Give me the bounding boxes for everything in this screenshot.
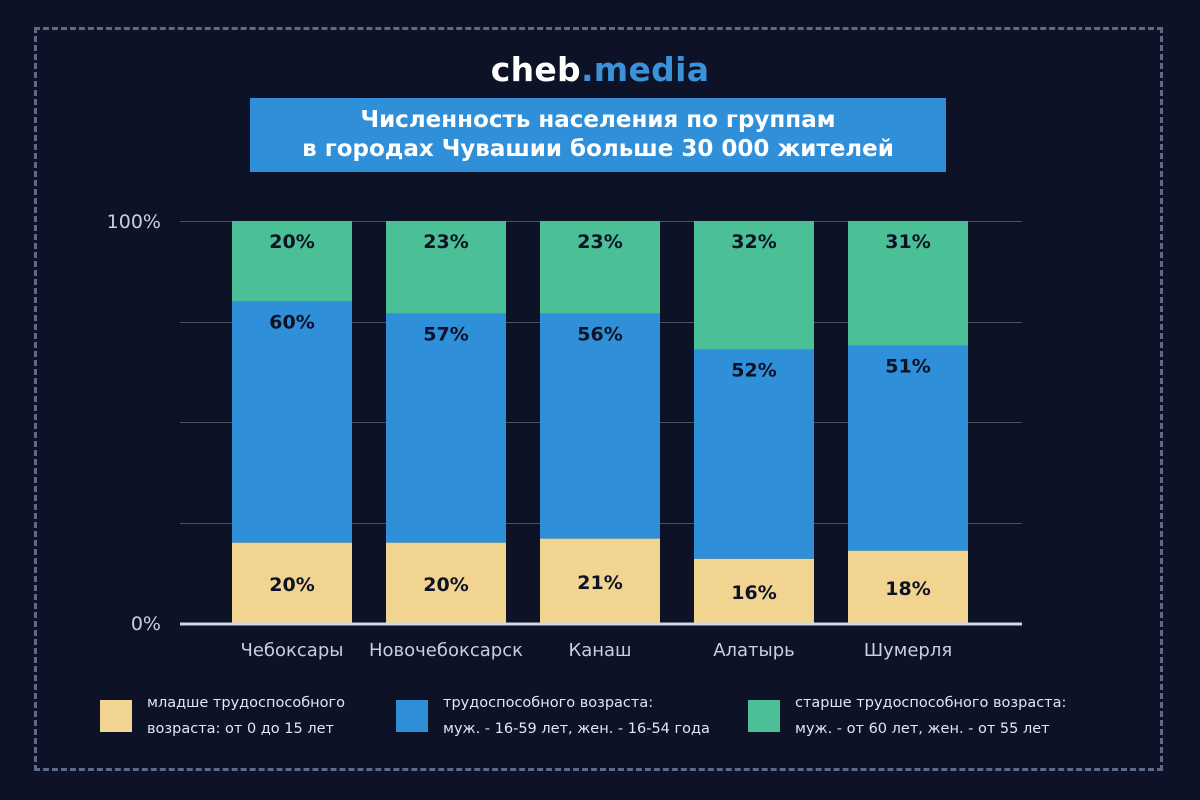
legend-text-working: трудоспособного возраста: муж. - 16-59 л… <box>443 690 763 742</box>
bar-segment <box>694 221 814 350</box>
y-tick-label: 0% <box>131 613 161 635</box>
logo-main: cheb <box>490 50 581 89</box>
data-label: 23% <box>577 231 622 253</box>
x-tick-label: Канаш <box>568 640 631 661</box>
x-tick-label: Чебоксары <box>241 640 344 661</box>
legend-swatch-elder <box>748 700 780 732</box>
data-label: 20% <box>269 231 314 253</box>
bar-segment <box>386 542 506 623</box>
data-label: 20% <box>423 574 468 596</box>
bar-segment <box>540 221 660 314</box>
legend-text-elder: старше трудоспособного возраста: муж. - … <box>795 690 1115 742</box>
data-label: 52% <box>731 360 776 382</box>
legend-young-line2: возраста: от 0 до 15 лет <box>147 721 334 737</box>
legend-swatch-young <box>100 700 132 732</box>
bar-segment <box>848 550 968 623</box>
data-label: 56% <box>577 323 622 345</box>
legend-working-line2: муж. - 16-59 лет, жен. - 16-54 года <box>443 721 710 737</box>
data-label: 21% <box>577 572 622 594</box>
dashed-frame <box>34 27 1163 771</box>
legend-text-young: младше трудоспособного возраста: от 0 до… <box>147 690 467 742</box>
legend-elder-line1: старше трудоспособного возраста: <box>795 695 1067 711</box>
bar-segment <box>232 221 352 302</box>
data-label: 51% <box>885 356 930 378</box>
chart-title-box: Численность населения по группам в город… <box>250 98 946 172</box>
data-label: 57% <box>423 323 468 345</box>
data-label: 18% <box>885 578 930 600</box>
bar-segment <box>386 313 506 543</box>
data-label: 60% <box>269 311 314 333</box>
bar-segment <box>694 558 814 623</box>
bar-segment <box>386 221 506 314</box>
x-tick-label: Шумерля <box>864 640 952 661</box>
legend-young-line1: младше трудоспособного <box>147 695 345 711</box>
x-tick-label: Новочебоксарск <box>369 640 523 661</box>
data-label: 32% <box>731 231 776 253</box>
logo: cheb.media <box>0 50 1200 89</box>
bar-segment <box>848 345 968 551</box>
legend-elder-line2: муж. - от 60 лет, жен. - от 55 лет <box>795 721 1050 737</box>
legend-swatch-working <box>396 700 428 732</box>
y-tick-label: 100% <box>107 211 161 233</box>
legend-working-line1: трудоспособного возраста: <box>443 695 654 711</box>
x-tick-label: Алатырь <box>713 640 795 661</box>
bar-segment <box>848 221 968 346</box>
data-label: 31% <box>885 231 930 253</box>
chart-title-line-2: в городах Чувашии больше 30 000 жителей <box>302 136 894 162</box>
data-label: 23% <box>423 231 468 253</box>
chart-title-line-1: Численность населения по группам <box>360 107 836 133</box>
bar-segment <box>540 313 660 539</box>
bar-segment <box>232 542 352 623</box>
logo-accent: .media <box>580 50 710 89</box>
data-label: 20% <box>269 574 314 596</box>
bar-segment <box>540 538 660 623</box>
bar-segment <box>232 301 352 543</box>
data-label: 16% <box>731 582 776 604</box>
bar-segment <box>694 349 814 559</box>
